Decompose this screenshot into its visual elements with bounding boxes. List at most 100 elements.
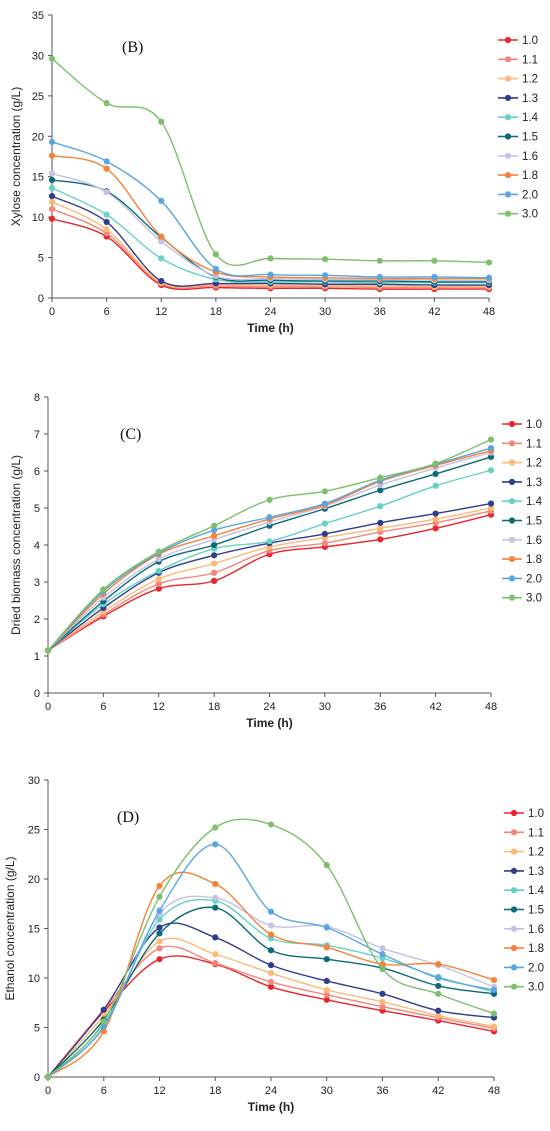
x-tick-label: 24 [264,306,276,318]
data-point [377,487,384,494]
data-point [435,990,442,997]
series-line [47,507,492,652]
data-point [100,1006,107,1013]
legend-item: 1.2 [498,74,538,86]
legend-label: 1.6 [528,924,544,936]
data-point [48,184,56,192]
y-tick-label: 35 [32,10,44,22]
panel-label: (C) [120,426,141,443]
y-tick-label: 10 [28,973,40,985]
series-line [51,141,490,279]
data-point [155,580,162,587]
legend-item: 3.0 [504,982,544,994]
x-tick-label: 24 [263,701,275,713]
chart-panel-1: 0 5 10 15 20 25 30 35 0 6 12 18 24 30 36 42 48 Time (h) Xy… [9,10,539,335]
data-point [158,277,165,285]
y-tick-label: 0 [38,293,44,305]
x-axis-title: Time (h) [246,716,292,730]
data-point [321,540,328,547]
data-point [487,467,495,474]
legend-item: 1.1 [504,827,544,839]
legend-swatch-marker [510,887,518,894]
data-point [485,274,493,281]
y-tick-label: 20 [28,874,40,886]
data-point [156,938,163,945]
data-point [155,575,162,583]
series-line [47,906,495,1078]
y-tick-label: 6 [34,466,40,478]
data-point [212,894,219,901]
legend-label: 1.2 [528,847,544,859]
data-point [156,956,163,963]
y-tick-label: 30 [32,50,44,62]
x-tick-label: 48 [485,701,497,713]
data-point [432,516,439,523]
data-point [267,821,275,828]
data-point [211,532,218,539]
data-point [379,965,386,973]
data-point [44,647,52,654]
series-line [47,937,495,1078]
y-tick-label: 2 [34,614,40,626]
data-point [267,947,275,954]
data-point [103,211,110,218]
data-point [267,931,275,938]
legend-swatch-marker [508,478,516,485]
data-point [48,193,56,200]
y-tick-label: 8 [34,392,40,404]
legend-item: 1.0 [498,35,538,47]
legend-item: 1.4 [504,885,545,897]
data-point [211,522,218,529]
y-tick-label: 5 [34,503,40,515]
data-point [158,255,165,262]
data-point [158,118,165,125]
y-tick-label: 20 [32,131,44,143]
data-point [103,226,110,233]
legend-swatch-marker [504,114,512,121]
series-1-8 [48,152,493,282]
legend-item: 3.0 [498,209,538,221]
legend-item: 1.5 [498,132,538,144]
data-point [490,1010,498,1017]
data-point [435,1007,442,1014]
series-line [47,843,495,1078]
legend-label: 1.1 [522,54,538,66]
data-point [322,272,329,279]
y-tick-label: 15 [32,172,44,184]
data-point [212,265,219,272]
y-tick-label: 5 [34,1023,40,1035]
data-point [432,482,439,489]
data-point [487,504,495,512]
data-point [432,525,439,532]
legend-swatch-marker [504,36,512,44]
data-point [323,996,330,1003]
legend-swatch-marker [508,556,516,563]
legend: 1.0 1.1 1.2 1.3 1.4 1.5 1.6 1.8 2.0 3.0 [502,419,543,605]
y-tick-label: 1 [34,651,40,663]
legend-swatch-marker [508,517,516,524]
data-point [211,552,218,559]
legend-swatch-marker [508,459,516,466]
legend-swatch-marker [504,191,512,198]
x-tick-label: 30 [319,306,331,318]
data-point [100,1018,107,1025]
panel-label: (B) [122,39,143,56]
legend-item: 1.6 [498,151,538,163]
legend-label: 1.5 [522,132,538,144]
data-point [156,882,163,890]
legend-label: 1.8 [526,554,542,566]
y-axis-title: Xylose concentration (g/L) [9,87,23,226]
legend-swatch-marker [504,152,512,159]
data-point [155,585,162,592]
legend-swatch-marker [510,867,518,875]
data-point [432,470,439,478]
series-1-4 [48,184,493,286]
data-point [377,474,384,481]
data-point [435,961,442,968]
legend-label: 1.5 [528,905,544,917]
panel-label: (D) [117,809,139,826]
legend-item: 1.3 [504,866,544,878]
data-point [321,520,328,527]
legend: 1.0 1.1 1.2 1.3 1.4 1.5 1.6 1.8 2.0 3.0 [498,35,539,221]
